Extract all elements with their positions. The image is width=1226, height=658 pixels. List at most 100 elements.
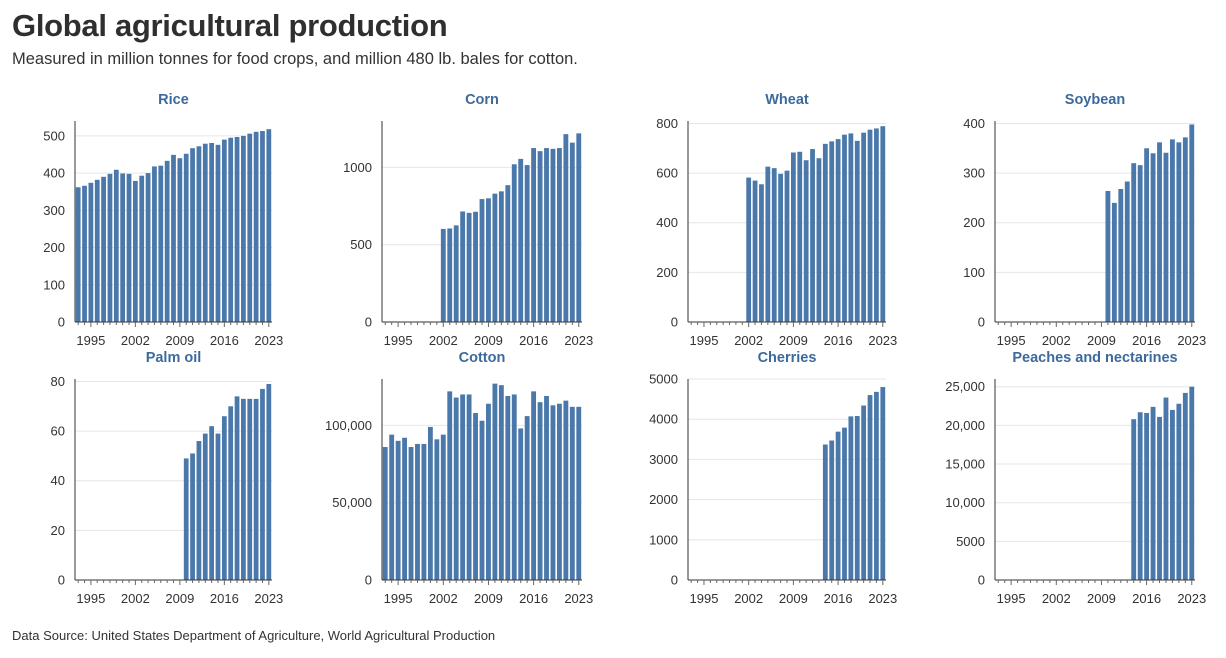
bar-2021 xyxy=(1176,142,1182,322)
bar-2020 xyxy=(861,405,867,580)
bar-2003 xyxy=(752,180,758,322)
bar-2000 xyxy=(427,426,433,580)
bar-2021 xyxy=(563,400,569,580)
bar-2020 xyxy=(1169,139,1175,322)
y-tick-label: 300 xyxy=(43,203,65,218)
x-tick-label: 2023 xyxy=(564,333,593,348)
bar-2013 xyxy=(816,158,822,322)
bar-2012 xyxy=(505,396,511,580)
y-tick-label: 600 xyxy=(656,166,678,181)
bar-2012 xyxy=(1118,188,1124,322)
bar-2012 xyxy=(196,146,202,322)
bar-1997 xyxy=(101,176,106,322)
y-tick-label: 0 xyxy=(365,573,372,588)
bar-2009 xyxy=(790,152,796,322)
bar-2023 xyxy=(1189,124,1195,322)
bar-2017 xyxy=(1150,153,1156,322)
x-tick-label: 2009 xyxy=(779,333,808,348)
y-tick-label: 100 xyxy=(43,277,65,292)
x-tick-label: 2023 xyxy=(868,333,897,348)
bar-2011 xyxy=(498,191,504,322)
bar-2016 xyxy=(221,416,227,580)
bar-1999 xyxy=(113,169,119,322)
bar-2016 xyxy=(1144,148,1150,322)
bar-1999 xyxy=(421,443,427,580)
bar-2011 xyxy=(190,148,195,322)
chart-title: Rice xyxy=(158,92,189,108)
bar-2018 xyxy=(234,396,240,580)
bar-2001 xyxy=(126,173,132,322)
bar-2005 xyxy=(152,166,157,322)
x-tick-label: 2002 xyxy=(1042,333,1071,348)
y-tick-label: 500 xyxy=(350,237,372,252)
bar-2015 xyxy=(1137,165,1143,322)
x-tick-label: 2016 xyxy=(824,591,853,606)
bar-2010 xyxy=(1105,190,1111,322)
bar-2021 xyxy=(1176,403,1182,580)
bar-2016 xyxy=(835,139,841,322)
bar-2017 xyxy=(842,134,847,322)
bar-2009 xyxy=(177,158,183,322)
bar-2016 xyxy=(531,391,537,580)
bar-2006 xyxy=(771,168,777,322)
bar-2008 xyxy=(479,199,485,322)
bar-2007 xyxy=(778,173,784,322)
bar-2023 xyxy=(1189,386,1195,580)
y-tick-label: 5000 xyxy=(956,534,985,549)
bar-2011 xyxy=(803,160,809,322)
x-tick-label: 2002 xyxy=(429,333,458,348)
bar-2019 xyxy=(854,140,860,322)
bar-1995 xyxy=(395,440,401,580)
bar-2023 xyxy=(266,383,272,580)
bar-2021 xyxy=(253,131,259,322)
bar-2013 xyxy=(511,394,517,580)
bar-2020 xyxy=(247,398,253,580)
x-tick-label: 2023 xyxy=(1177,591,1206,606)
bar-2007 xyxy=(473,413,478,580)
bar-2012 xyxy=(810,149,815,322)
chart-panel-rice: Rice 0 100 200 300 400 500 1995 2002 2009 2016 2023 xyxy=(43,92,283,348)
y-tick-label: 15,000 xyxy=(945,457,985,472)
x-tick-label: 1995 xyxy=(76,591,105,606)
bar-2001 xyxy=(434,439,440,580)
x-tick-label: 2016 xyxy=(1132,333,1161,348)
bar-2002 xyxy=(440,434,446,580)
x-tick-label: 1995 xyxy=(384,591,413,606)
bar-2017 xyxy=(537,402,543,580)
chart-panel-soybean: Soybean 0 100 200 300 400 1995 2002 2009 2016 2023 xyxy=(963,92,1206,348)
bar-2015 xyxy=(829,141,835,322)
bar-2002 xyxy=(746,177,752,322)
bar-2011 xyxy=(190,453,195,580)
x-tick-label: 1995 xyxy=(384,333,413,348)
x-tick-label: 2016 xyxy=(210,591,239,606)
bar-2008 xyxy=(784,170,790,322)
bar-2019 xyxy=(241,135,246,322)
x-tick-label: 2002 xyxy=(121,591,150,606)
bar-1995 xyxy=(88,182,94,322)
y-tick-label: 5000 xyxy=(649,372,678,387)
bar-2005 xyxy=(765,166,771,322)
y-tick-label: 1000 xyxy=(649,532,678,547)
y-tick-label: 800 xyxy=(656,116,678,131)
bar-2022 xyxy=(569,142,575,322)
chart-panel-cotton: Cotton 0 50,000 100,000 1995 2002 2009 2016 2023 xyxy=(325,350,593,606)
bar-2022 xyxy=(260,131,265,322)
bar-2020 xyxy=(247,133,253,322)
bar-1993 xyxy=(382,447,388,580)
bar-1994 xyxy=(82,185,87,322)
bar-2016 xyxy=(835,431,841,580)
chart-title: Corn xyxy=(465,92,499,108)
bar-2023 xyxy=(266,129,272,322)
bar-2017 xyxy=(537,151,543,322)
chart-panel-cherries: Cherries 0 1000 2000 3000 4000 5000 1995 2002 200… xyxy=(649,350,897,606)
bar-2009 xyxy=(486,198,491,322)
chart-title: Peaches and nectarines xyxy=(1012,350,1177,366)
y-tick-label: 0 xyxy=(978,573,985,588)
y-tick-label: 0 xyxy=(671,573,678,588)
y-tick-label: 300 xyxy=(963,166,985,181)
bar-2018 xyxy=(1157,416,1162,580)
chart-title: Palm oil xyxy=(146,350,202,366)
bar-2006 xyxy=(158,165,164,322)
bar-2015 xyxy=(215,433,221,580)
bar-2023 xyxy=(880,126,886,322)
